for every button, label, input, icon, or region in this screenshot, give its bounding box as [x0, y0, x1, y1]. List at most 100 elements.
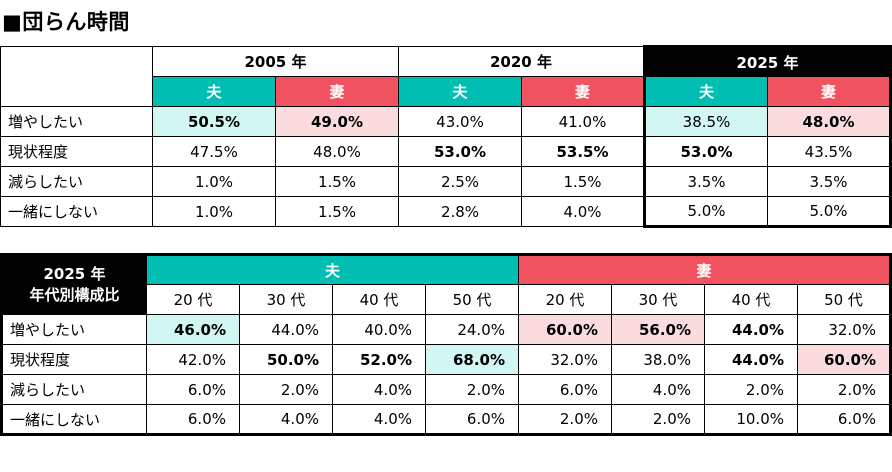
data-cell: 4.0% [332, 404, 426, 435]
data-cell: 44.0% [704, 314, 798, 345]
col-header-2025-husband: 夫 [643, 76, 768, 107]
data-cell: 2.0% [239, 374, 333, 405]
data-cell: 2.0% [704, 374, 798, 405]
col-header-wife-20s: 20 代 [518, 284, 612, 315]
data-cell: 4.0% [332, 374, 426, 405]
data-cell: 24.0% [425, 314, 519, 345]
data-cell: 53.0% [643, 136, 768, 167]
row-label: 一緒にしない [1, 404, 147, 435]
col-header-wife-30s: 30 代 [611, 284, 705, 315]
data-cell: 4.0% [611, 374, 705, 405]
data-cell: 32.0% [797, 314, 891, 345]
data-cell: 32.0% [518, 344, 612, 375]
data-cell: 44.0% [239, 314, 333, 345]
table-row-increase: 増やしたい 50.5% 49.0% 43.0% 41.0% 38.5% 48.0… [0, 106, 892, 137]
age-header-row: 20 代 30 代 40 代 50 代 20 代 30 代 40 代 50 代 [2, 284, 891, 315]
row-label: 一緒にしない [0, 196, 153, 227]
table-2025-by-age-group: 2025 年 年代別構成比 夫 妻 20 代 30 代 40 代 50 代 20… [0, 253, 892, 436]
col-header-husband-30s: 30 代 [239, 284, 333, 315]
col-header-husband-40s: 40 代 [332, 284, 426, 315]
data-cell: 50.5% [152, 106, 276, 137]
data-cell: 3.5% [767, 166, 892, 197]
table-row-not-together: 一緒にしない 6.0% 4.0% 4.0% 6.0% 2.0% 2.0% 10.… [1, 404, 891, 435]
data-cell: 6.0% [146, 374, 240, 405]
row-label: 減らしたい [0, 166, 153, 197]
table-row-decrease: 減らしたい 6.0% 2.0% 4.0% 2.0% 6.0% 4.0% 2.0%… [1, 374, 891, 405]
col-header-2020-husband: 夫 [398, 76, 522, 107]
year-header-row: 2005 年 2020 年 2025 年 [0, 45, 892, 107]
col-header-wife-50s: 50 代 [797, 284, 891, 315]
data-cell: 1.5% [521, 166, 645, 197]
data-cell: 1.5% [275, 166, 399, 197]
table-row-not-together: 一緒にしない 1.0% 1.5% 2.8% 4.0% 5.0% 5.0% [0, 196, 892, 228]
col-header-2005: 2005 年 [152, 46, 399, 77]
data-cell: 6.0% [797, 404, 891, 435]
data-cell: 38.5% [643, 106, 768, 137]
data-cell: 41.0% [521, 106, 645, 137]
col-header-2020: 2020 年 [398, 46, 645, 77]
data-cell: 49.0% [275, 106, 399, 137]
row-label: 増やしたい [1, 314, 147, 345]
col-header-husband: 夫 [146, 254, 519, 285]
col-header-wife-40s: 40 代 [704, 284, 798, 315]
corner-line-1: 2025 年 [43, 265, 106, 283]
row-label: 現状程度 [0, 136, 153, 167]
data-cell: 3.5% [643, 166, 768, 197]
col-header-2005-wife: 妻 [275, 76, 399, 107]
data-cell: 50.0% [239, 344, 333, 375]
data-cell: 48.0% [275, 136, 399, 167]
data-cell: 47.5% [152, 136, 276, 167]
data-cell: 60.0% [797, 344, 891, 375]
col-header-husband-20s: 20 代 [146, 284, 240, 315]
row-label: 減らしたい [1, 374, 147, 405]
data-cell: 42.0% [146, 344, 240, 375]
data-cell: 2.0% [425, 374, 519, 405]
data-cell: 43.0% [398, 106, 522, 137]
data-cell: 46.0% [146, 314, 240, 345]
data-cell: 44.0% [704, 344, 798, 375]
data-cell: 38.0% [611, 344, 705, 375]
col-header-2020-wife: 妻 [521, 76, 645, 107]
data-cell: 43.5% [767, 136, 892, 167]
col-header-wife: 妻 [518, 254, 891, 285]
corner-line-2: 年代別構成比 [29, 286, 120, 304]
row-label: 現状程度 [1, 344, 147, 375]
data-cell: 4.0% [239, 404, 333, 435]
data-cell: 60.0% [518, 314, 612, 345]
data-cell: 4.0% [521, 196, 645, 227]
table-dannran-by-year: 2005 年 2020 年 2025 年 夫 妻 夫 妻 夫 妻 増やしたい 5… [0, 45, 892, 228]
table-row-decrease: 減らしたい 1.0% 1.5% 2.5% 1.5% 3.5% 3.5% [0, 166, 892, 197]
corner-cell-empty [0, 46, 153, 107]
table-row-current: 現状程度 47.5% 48.0% 53.0% 53.5% 53.0% 43.5% [0, 136, 892, 167]
col-header-husband-50s: 50 代 [425, 284, 519, 315]
data-cell: 2.5% [398, 166, 522, 197]
col-header-2025-wife: 妻 [767, 76, 892, 107]
table-row-current: 現状程度 42.0% 50.0% 52.0% 68.0% 32.0% 38.0%… [1, 344, 891, 375]
data-cell: 1.0% [152, 196, 276, 227]
row-label: 増やしたい [0, 106, 153, 137]
table-row-increase: 増やしたい 46.0% 44.0% 40.0% 24.0% 60.0% 56.0… [1, 314, 891, 345]
data-cell: 2.8% [398, 196, 522, 227]
data-cell: 2.0% [518, 404, 612, 435]
data-cell: 40.0% [332, 314, 426, 345]
data-cell: 48.0% [767, 106, 892, 137]
col-header-2025: 2025 年 [643, 45, 892, 77]
data-cell: 52.0% [332, 344, 426, 375]
data-cell: 56.0% [611, 314, 705, 345]
data-cell: 53.5% [521, 136, 645, 167]
corner-cell-2025-age: 2025 年 年代別構成比 [1, 254, 147, 315]
data-cell: 5.0% [767, 196, 892, 228]
data-cell: 1.5% [275, 196, 399, 227]
data-cell: 1.0% [152, 166, 276, 197]
data-cell: 2.0% [797, 374, 891, 405]
data-cell: 5.0% [643, 196, 768, 228]
data-cell: 68.0% [425, 344, 519, 375]
spouse-header-row: 夫 妻 夫 妻 夫 妻 [1, 76, 892, 107]
data-cell: 2.0% [611, 404, 705, 435]
data-cell: 6.0% [146, 404, 240, 435]
data-cell: 6.0% [425, 404, 519, 435]
data-cell: 10.0% [704, 404, 798, 435]
data-cell: 53.0% [398, 136, 522, 167]
col-header-2005-husband: 夫 [152, 76, 276, 107]
page-title: ■団らん時間 [2, 10, 130, 34]
